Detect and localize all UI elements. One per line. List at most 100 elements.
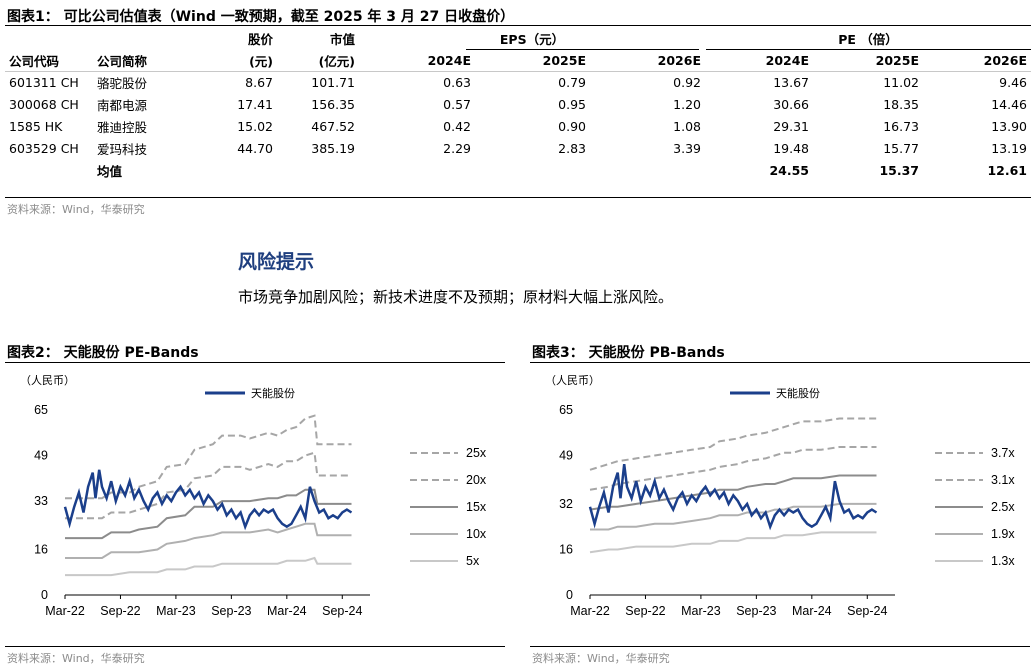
- eps-cell: 0.57: [443, 96, 471, 112]
- unit-label: （人民币）: [545, 374, 600, 387]
- price-line: [63, 469, 353, 531]
- y-tick-label: 16: [559, 542, 573, 556]
- mcap-unit: (亿元): [318, 53, 355, 69]
- band-line: [65, 451, 352, 520]
- band-legend-label: 3.1x: [991, 473, 1015, 487]
- table-row: 601311 CH 骆驼股份 8.67 101.71 0.63 0.79 0.9…: [5, 71, 1031, 93]
- band-legend-label: 2.5x: [991, 500, 1015, 514]
- price-cell: 15.02: [237, 118, 273, 134]
- eps-cell: 1.08: [673, 118, 701, 134]
- pe-cell: 29.31: [773, 118, 809, 134]
- eps-cell: 0.63: [443, 74, 471, 90]
- y-tick-label: 65: [34, 403, 48, 417]
- chart-pe-source: 资料来源：Wind，华泰研究: [7, 652, 145, 665]
- mcap-cell: 101.71: [311, 74, 355, 90]
- eps-cell: 0.42: [443, 118, 471, 134]
- price-line: [588, 463, 878, 531]
- band-legend-label: 10x: [466, 527, 487, 541]
- y-tick-label: 32: [559, 497, 573, 511]
- chart-pb-top-rule: [530, 362, 1030, 363]
- pe-cell: 13.67: [773, 74, 809, 90]
- pe-header-rule: [706, 49, 1031, 50]
- band-legend-label: 3.7x: [991, 446, 1015, 460]
- eps-cell: 0.92: [673, 74, 701, 90]
- x-tick-label: Mar-24: [267, 604, 307, 618]
- pe-cell: 11.02: [883, 74, 919, 90]
- band-line: [65, 556, 352, 577]
- band-legend-label: 5x: [466, 554, 480, 568]
- pe-header: PE （倍）: [838, 31, 898, 47]
- table-row: 603529 CH 爱玛科技 44.70 385.19 2.29 2.83 3.…: [5, 137, 1031, 159]
- x-tick-label: Mar-24: [792, 604, 832, 618]
- company-name: 骆驼股份: [97, 75, 148, 91]
- y-tick-label: 0: [566, 588, 573, 602]
- eps-cell: 1.20: [673, 96, 701, 112]
- band-legend-label: 1.9x: [991, 527, 1015, 541]
- average-label: 均值: [97, 163, 123, 179]
- pe-year-header: 2025E: [875, 52, 919, 68]
- x-tick-label: Sep-24: [322, 604, 362, 618]
- unit-label: （人民币）: [20, 374, 75, 387]
- header-row-2: 公司代码 公司简称 (元) (亿元) 2024E 2025E 2026E 202…: [5, 49, 1031, 71]
- band-line: [590, 502, 877, 531]
- price-cell: 44.70: [237, 140, 273, 156]
- avg-pe-cell: 12.61: [987, 162, 1027, 178]
- eps-cell: 3.39: [673, 140, 701, 156]
- eps-year-header: 2024E: [427, 52, 471, 68]
- x-tick-label: Sep-22: [625, 604, 665, 618]
- header-row-1: 股价 市值 EPS（元） PE （倍）: [5, 27, 1031, 49]
- risk-title: 风险提示: [238, 251, 315, 273]
- pe-cell: 15.77: [883, 140, 919, 156]
- eps-cell: 0.79: [558, 74, 586, 90]
- chart-pb-title: 图表3： 天能股份 PB-Bands: [532, 345, 725, 361]
- pe-cell: 18.35: [883, 96, 919, 112]
- chart-pb-source: 资料来源：Wind，华泰研究: [532, 652, 670, 665]
- company-code: 300068 CH: [9, 96, 79, 112]
- pe-bands-chart: （人民币） 65 49 33 16 0 Mar-22 Sep-22 Mar-23 Sep-23 Ma…: [20, 374, 487, 618]
- mcap-cell: 156.35: [311, 96, 355, 112]
- y-tick-label: 16: [34, 542, 48, 556]
- x-tick-label: Sep-23: [211, 604, 251, 618]
- company-name: 南都电源: [97, 97, 148, 113]
- x-tick-label: Sep-23: [736, 604, 776, 618]
- pe-cell: 19.48: [773, 140, 809, 156]
- price-cell: 8.67: [245, 74, 273, 90]
- eps-cell: 2.29: [443, 140, 471, 156]
- pe-cell: 13.90: [991, 118, 1027, 134]
- table-row: 1585 HK 雅迪控股 15.02 467.52 0.42 0.90 1.08…: [5, 115, 1031, 137]
- company-code: 1585 HK: [9, 118, 63, 134]
- x-tick-label: Sep-24: [847, 604, 887, 618]
- x-tick-label: Mar-22: [570, 604, 610, 618]
- eps-cell: 0.95: [558, 96, 586, 112]
- y-tick-label: 65: [559, 403, 573, 417]
- y-tick-label: 33: [34, 494, 48, 508]
- company-name: 雅迪控股: [97, 119, 148, 135]
- risk-text: 市场竞争加剧风险；新技术进度不及预期；原材料大幅上涨风险。: [238, 288, 674, 306]
- band-legend-label: 25x: [466, 446, 487, 460]
- company-code: 601311 CH: [9, 74, 79, 90]
- eps-header: EPS（元）: [499, 31, 565, 47]
- eps-year-header: 2026E: [657, 52, 701, 68]
- chart-pe-top-rule: [5, 362, 505, 363]
- code-header: 公司代码: [9, 53, 60, 69]
- price-header: 股价: [247, 31, 273, 47]
- price-cell: 17.41: [237, 96, 273, 112]
- y-tick-label: 49: [559, 449, 573, 463]
- pb-bands-chart: （人民币） 65 49 32 16 0 Mar-22 Sep-22 Mar-23 Sep-23 Ma…: [545, 374, 1015, 618]
- eps-header-rule: [466, 49, 699, 50]
- price-unit: (元): [249, 53, 273, 69]
- band-line: [589, 531, 877, 554]
- price-legend-label: 天能股份: [776, 386, 820, 400]
- company-name: 爱玛科技: [97, 141, 148, 157]
- pe-cell: 16.73: [883, 118, 919, 134]
- pe-year-header: 2024E: [765, 52, 809, 68]
- table-source: 资料来源：Wind，华泰研究: [7, 203, 145, 216]
- y-tick-label: 0: [41, 588, 48, 602]
- band-line: [589, 474, 877, 511]
- mcap-cell: 385.19: [311, 140, 355, 156]
- band-legend-label: 15x: [466, 500, 487, 514]
- eps-cell: 2.83: [558, 140, 586, 156]
- band-line: [589, 417, 877, 471]
- pe-year-header: 2026E: [983, 52, 1027, 68]
- name-header: 公司简称: [97, 53, 148, 69]
